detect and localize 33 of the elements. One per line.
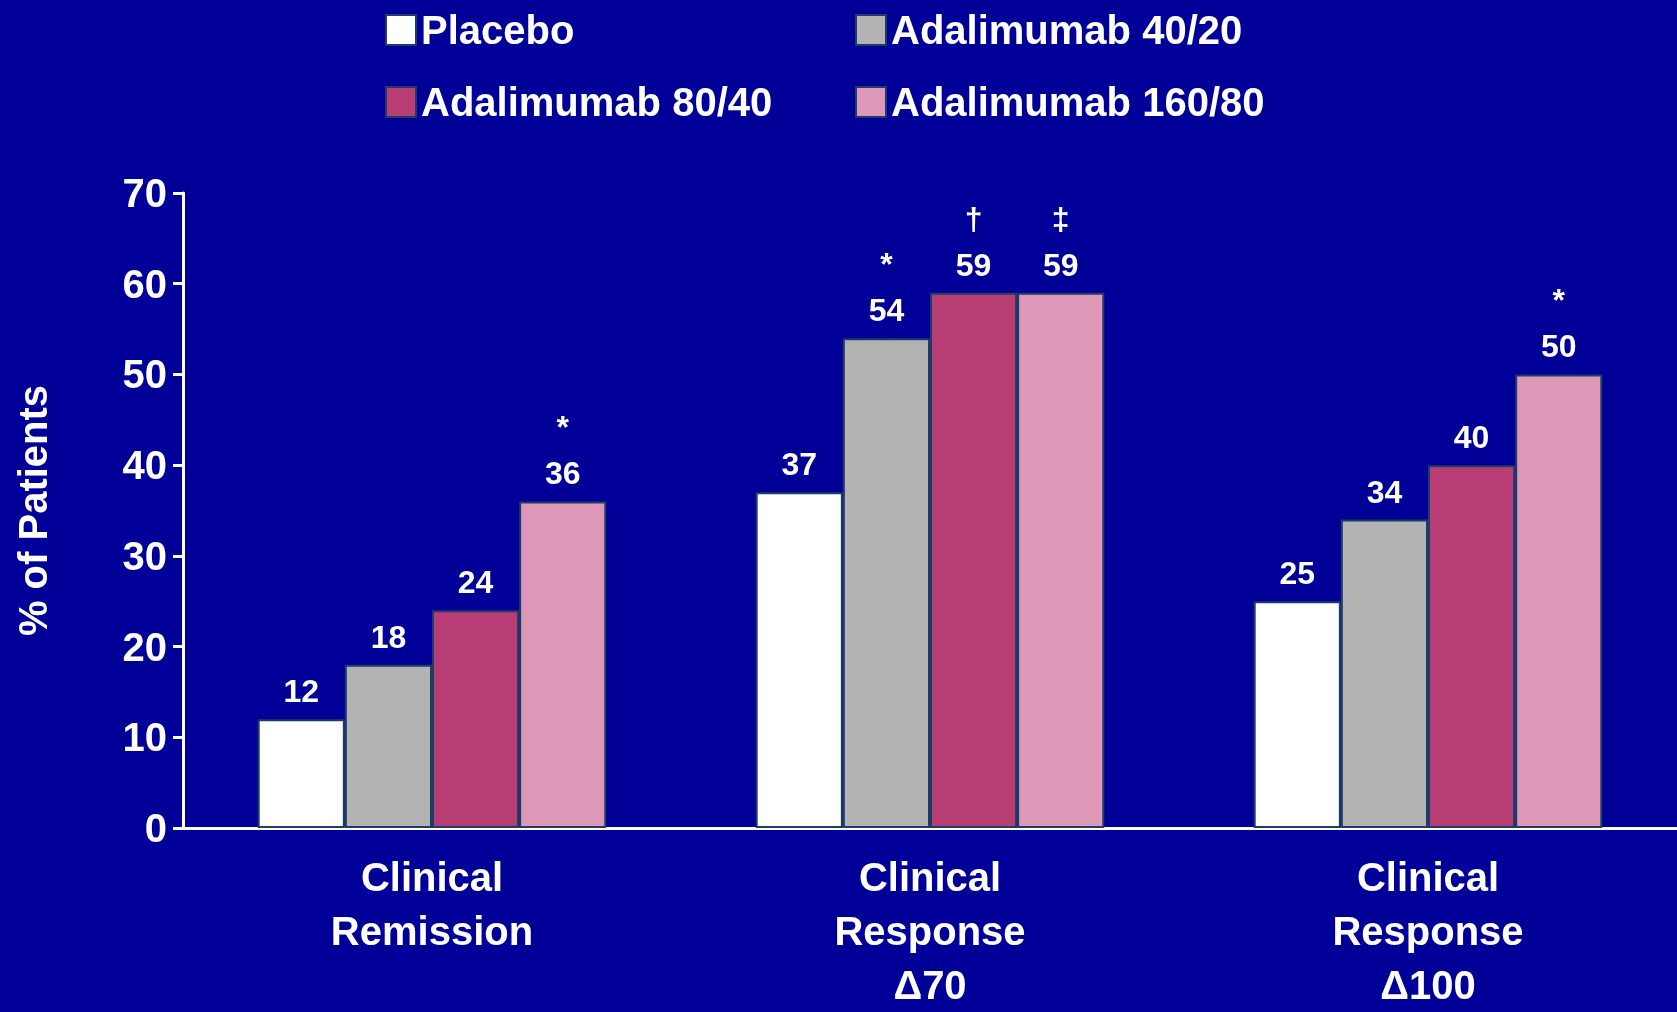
x-tick-label: Clinical Remission [330,855,534,953]
y-tick-label: 0 [144,806,167,850]
x-tick-label: Clinical Response Δ70 [834,855,1026,1007]
data-label: 36 [544,455,581,492]
y-tick-label: 40 [122,443,167,488]
annotation: * [1552,282,1566,319]
data-label: 34 [1366,473,1403,510]
data-label: 54 [868,292,905,329]
y-axis-title: % of Patients [11,384,55,637]
data-label: 50 [1540,328,1577,365]
data-label: 18 [370,618,407,655]
y-tick-label: 30 [122,533,167,578]
y-tick-label: 50 [122,352,167,397]
data-label: 12 [283,673,320,710]
y-tick-label: 20 [122,624,167,669]
y-tick-label: 70 [122,171,167,215]
legend-label: Placebo [421,8,575,52]
annotation: * [556,409,570,446]
data-label: 40 [1453,419,1490,456]
y-tick-label: 10 [122,715,167,760]
annotation: † [964,200,983,237]
data-label: 59 [955,246,992,283]
legend-label: Adalimumab 40/20 [891,8,1243,52]
data-label: 59 [1042,246,1079,283]
annotation: ‡ [1051,200,1070,237]
data-label: 24 [457,564,494,601]
data-label: 25 [1279,555,1316,592]
y-tick-label: 60 [122,261,167,306]
data-label: 37 [781,446,818,483]
legend-label: Adalimumab 160/80 [891,80,1265,124]
annotation: * [880,246,894,283]
legend-label: Adalimumab 80/40 [421,80,773,124]
x-tick-label: Clinical Response Δ100 [1332,855,1524,1007]
